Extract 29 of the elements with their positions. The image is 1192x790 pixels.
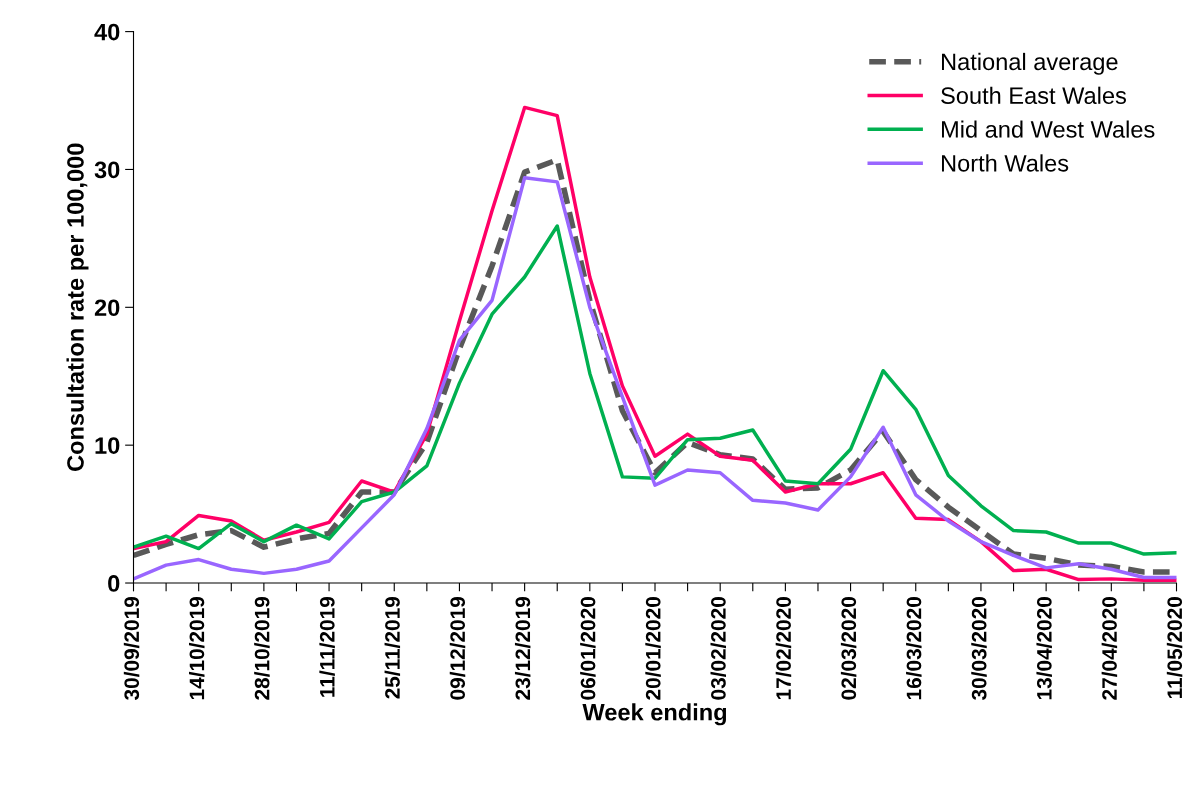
x-tick-label: 11/05/2020 xyxy=(1166,597,1183,699)
x-tick-label: 25/11/2019 xyxy=(384,596,401,699)
x-tick-label: 06/01/2020 xyxy=(580,597,596,700)
legend-label: South East Wales xyxy=(941,86,1126,105)
y-tick-label: 0 xyxy=(108,575,120,592)
x-tick-label: 02/03/2020 xyxy=(840,597,857,700)
x-tick-label: 13/04/2020 xyxy=(1036,597,1052,700)
legend-label: North Wales xyxy=(942,154,1069,172)
legend-label: Mid and West Wales xyxy=(942,120,1155,138)
x-tick-label: 23/12/2019 xyxy=(514,596,531,700)
x-tick-label: 20/01/2020 xyxy=(645,597,661,700)
x-tick-label: 11/11/2019 xyxy=(319,596,335,697)
y-axis-title: Consultation rate per 100,000 xyxy=(66,143,89,472)
x-tick-label: 27/04/2020 xyxy=(1101,597,1118,700)
x-tick-label: 30/09/2019 xyxy=(123,596,140,700)
line-series xyxy=(133,224,1177,556)
x-tick-label: 09/12/2019 xyxy=(449,596,466,700)
x-tick-label: 03/02/2020 xyxy=(710,597,726,700)
x-tick-label: 14/10/2019 xyxy=(188,596,205,700)
y-tick-label: 40 xyxy=(94,23,120,41)
x-tick-label: 17/02/2020 xyxy=(775,597,792,700)
x-tick-label: 30/03/2020 xyxy=(971,597,987,700)
y-tick-label: 30 xyxy=(94,161,120,179)
y-tick-label: 10 xyxy=(95,437,120,454)
x-tick-label: 16/03/2020 xyxy=(906,597,922,700)
x-axis-title: Week ending xyxy=(582,703,727,726)
y-tick-label: 20 xyxy=(94,299,120,317)
legend-label: National average xyxy=(942,52,1118,75)
x-tick-label: 28/10/2019 xyxy=(254,596,270,700)
